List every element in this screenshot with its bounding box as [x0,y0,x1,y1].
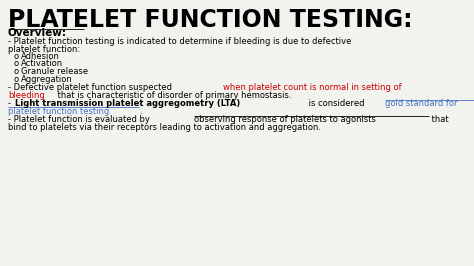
Text: Activation: Activation [21,60,63,69]
Text: platelet function:: platelet function: [8,44,80,53]
Text: - Platelet function is evaluated by: - Platelet function is evaluated by [8,115,153,124]
Text: - Platelet function testing is indicated to determine if bleeding is due to defe: - Platelet function testing is indicated… [8,37,351,46]
Text: is considered: is considered [306,99,367,108]
Text: o: o [14,74,19,84]
Text: that: that [429,115,449,124]
Text: -: - [8,99,14,108]
Text: Overview:: Overview: [8,28,67,38]
Text: Adhesion: Adhesion [21,52,60,61]
Text: .: . [139,106,141,115]
Text: Light transmission platelet aggregometry (LTA): Light transmission platelet aggregometry… [15,99,240,108]
Text: observing response of platelets to agonists: observing response of platelets to agoni… [194,115,376,124]
Text: bind to platelets via their receptors leading to activation and aggregation.: bind to platelets via their receptors le… [8,123,321,131]
Text: Granule release: Granule release [21,67,88,76]
Text: o: o [14,60,19,69]
Text: - Defective platelet function suspected: - Defective platelet function suspected [8,83,174,92]
Text: that is characteristic of disorder of primary hemostasis.: that is characteristic of disorder of pr… [55,90,292,99]
Text: gold standard for: gold standard for [385,99,457,108]
Text: o: o [14,52,19,61]
Text: o: o [14,67,19,76]
Text: when platelet count is normal in setting of: when platelet count is normal in setting… [223,83,401,92]
Text: bleeding: bleeding [8,90,45,99]
Text: platelet function testing: platelet function testing [8,106,109,115]
Text: Aggregation: Aggregation [21,74,73,84]
Text: PLATELET FUNCTION TESTING:: PLATELET FUNCTION TESTING: [8,8,412,32]
